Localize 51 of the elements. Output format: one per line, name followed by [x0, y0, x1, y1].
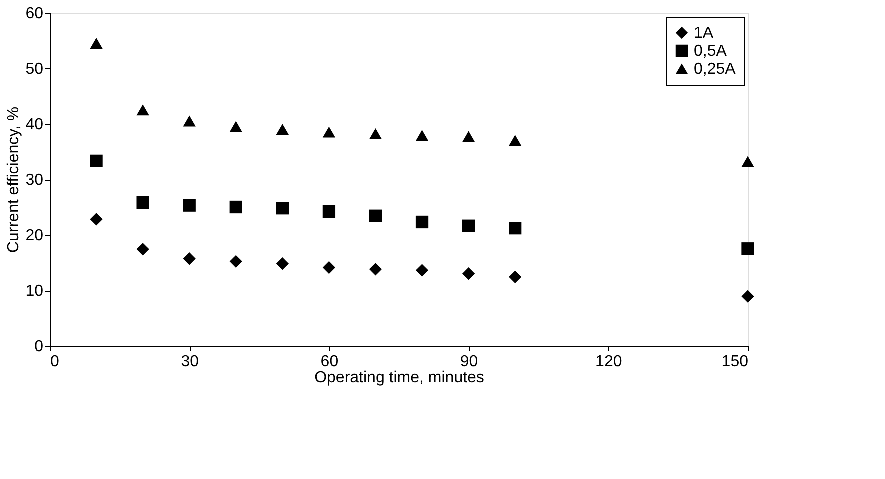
point	[183, 116, 196, 127]
x-tick-label: 0	[50, 354, 60, 370]
point	[183, 199, 196, 212]
x-tick-label: 30	[181, 354, 200, 370]
x-tick-label: 120	[596, 354, 622, 370]
x-tick-label: 90	[460, 354, 478, 370]
y-tick-label: 20	[26, 228, 44, 244]
y-tick-label: 10	[26, 283, 44, 300]
y-tick-label: 50	[26, 61, 44, 78]
point	[230, 200, 242, 214]
point	[90, 38, 103, 49]
point	[90, 213, 103, 226]
point	[462, 268, 476, 280]
point	[742, 156, 754, 168]
point	[322, 261, 336, 274]
x-tick-label: 150	[722, 354, 749, 370]
point	[742, 242, 754, 256]
y-tick-label: 30	[26, 172, 44, 189]
legend-label: 0,25A	[694, 61, 736, 78]
point	[509, 135, 522, 146]
point	[136, 243, 150, 256]
point	[230, 121, 242, 132]
point	[136, 104, 150, 116]
point	[230, 255, 242, 268]
point	[509, 270, 522, 284]
y-tick-label: 60	[26, 6, 44, 22]
point	[276, 124, 289, 136]
point	[462, 220, 476, 232]
point	[276, 202, 289, 215]
point	[742, 290, 754, 303]
point	[276, 258, 289, 270]
point	[136, 196, 150, 210]
point	[462, 131, 476, 142]
legend-label: 1A	[694, 25, 714, 42]
point	[369, 263, 382, 276]
y-axis-title: Current efficiency, %	[6, 106, 23, 254]
legend-label: 0,5A	[694, 43, 728, 60]
point	[322, 205, 336, 218]
point	[90, 154, 103, 168]
y-tick-label: 0	[34, 338, 44, 356]
point	[509, 222, 522, 235]
point	[416, 216, 429, 229]
point	[369, 210, 382, 222]
x-tick-label: 60	[320, 354, 339, 370]
point	[416, 130, 429, 142]
point	[416, 264, 429, 277]
point	[183, 252, 196, 266]
x-axis-title: Operating time, minutes	[314, 370, 484, 386]
point	[369, 128, 382, 140]
point	[322, 126, 336, 138]
y-tick-label: 40	[26, 116, 44, 134]
